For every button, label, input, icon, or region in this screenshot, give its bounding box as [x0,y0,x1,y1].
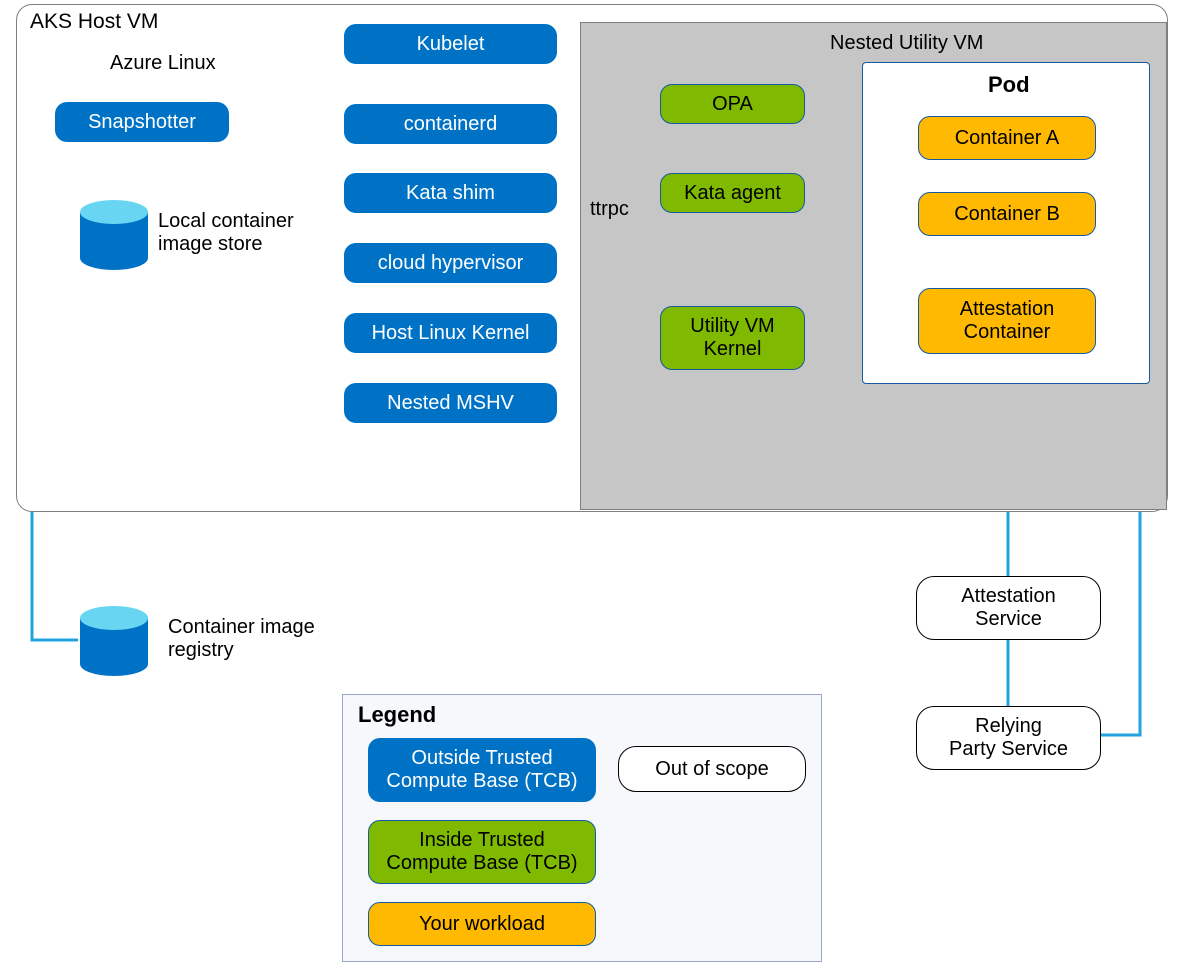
relying-party-box: Relying Party Service [916,706,1101,770]
opa-box: OPA [660,84,805,124]
nested-mshv-box: Nested MSHV [344,383,557,423]
local-store-label: Local container image store [158,210,294,256]
legend-out-of-scope: Out of scope [618,746,806,792]
legend-inside-tcb: Inside Trusted Compute Base (TCB) [368,820,596,884]
legend-outside-tcb: Outside Trusted Compute Base (TCB) [368,738,596,802]
kubelet-box: Kubelet [344,24,557,64]
local-store-icon [78,198,150,272]
registry-icon [78,604,150,678]
kata-agent-box: Kata agent [660,173,805,213]
attestation-container-box: Attestation Container [918,288,1096,354]
uvm-kernel-box: Utility VM Kernel [660,306,805,370]
cloud-hypervisor-box: cloud hypervisor [344,243,557,283]
kata-shim-box: Kata shim [344,173,557,213]
containerd-box: containerd [344,104,557,144]
container-a-box: Container A [918,116,1096,160]
host-kernel-box: Host Linux Kernel [344,313,557,353]
registry-label: Container image registry [168,616,315,662]
legend-title: Legend [358,702,436,728]
azure-linux-label: Azure Linux [110,52,216,75]
snapshotter-box: Snapshotter [55,102,229,142]
container-b-box: Container B [918,192,1096,236]
nested-utility-vm-label: Nested Utility VM [830,32,983,55]
pod-label: Pod [988,72,1030,98]
legend-your-workload: Your workload [368,902,596,946]
attestation-service-box: Attestation Service [916,576,1101,640]
ttrpc-label: ttrpc [590,198,629,221]
aks-host-vm-label: AKS Host VM [30,10,158,34]
